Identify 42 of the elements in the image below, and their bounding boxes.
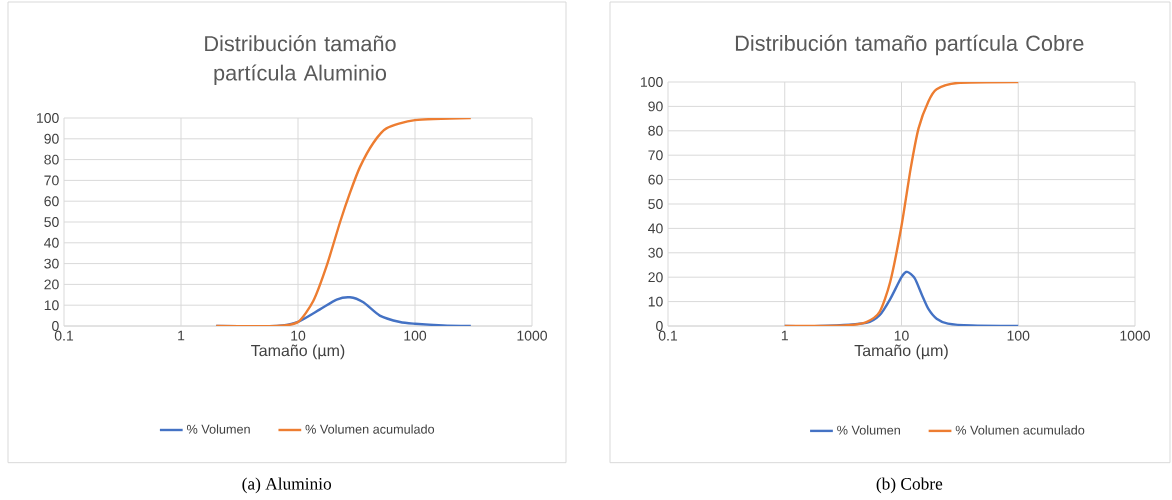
- legend-label: % Volumen acumulado: [955, 425, 1085, 435]
- y-tick-label: 40: [44, 237, 59, 248]
- y-tick-label: 90: [44, 133, 59, 144]
- x-tick-label: 1: [178, 330, 185, 341]
- y-tick-label: 10: [44, 300, 59, 311]
- legend-label: % Volumen: [186, 424, 250, 434]
- text: (a) Aluminio: [242, 477, 332, 494]
- chart-title: Distribución tamaño partícula Aluminio: [205, 35, 396, 85]
- y-tick-label: 60: [44, 196, 59, 207]
- x-tick-label: 1000: [517, 330, 548, 341]
- x-tick-label: 100: [1007, 330, 1030, 341]
- x-tick-label: 0.1: [658, 330, 678, 341]
- x-axis-title: Tamaño (µm): [251, 344, 345, 360]
- y-tick-label: 70: [44, 175, 59, 186]
- x-tick-label: 100: [404, 330, 427, 341]
- y-tick-label: 80: [44, 154, 59, 165]
- legend-label: % Volumen: [837, 425, 900, 435]
- y-tick-label: 80: [648, 125, 663, 136]
- y-tick-label: 90: [648, 101, 663, 112]
- y-tick-label: 100: [37, 113, 59, 123]
- x-tick-label: 10: [291, 330, 306, 341]
- y-tick-label: 40: [648, 223, 663, 234]
- chart-title: Distribución tamaño partícula Cobre: [735, 34, 1084, 56]
- y-tick-label: 20: [44, 279, 59, 290]
- y-tick-label: 0: [52, 321, 59, 331]
- y-tick-label: 30: [44, 258, 59, 269]
- text: (b) Cobre: [876, 477, 943, 494]
- x-tick-label: 0.1: [54, 330, 74, 341]
- y-tick-label: 20: [648, 272, 663, 283]
- y-tick-label: 0: [656, 321, 663, 331]
- x-tick-label: 10: [894, 330, 909, 341]
- y-tick-label: 10: [648, 296, 663, 307]
- y-tick-label: 50: [44, 217, 59, 227]
- y-tick-label: 70: [648, 150, 663, 161]
- x-tick-label: 1: [781, 330, 788, 341]
- legend-label: % Volumen acumulado: [305, 424, 435, 434]
- y-tick-label: 50: [648, 199, 663, 209]
- y-tick-label: 100: [641, 77, 663, 87]
- y-tick-label: 30: [648, 247, 663, 258]
- x-tick-label: 1000: [1120, 330, 1150, 341]
- y-tick-label: 60: [648, 174, 663, 185]
- x-axis-title: Tamaño (µm): [854, 344, 948, 360]
